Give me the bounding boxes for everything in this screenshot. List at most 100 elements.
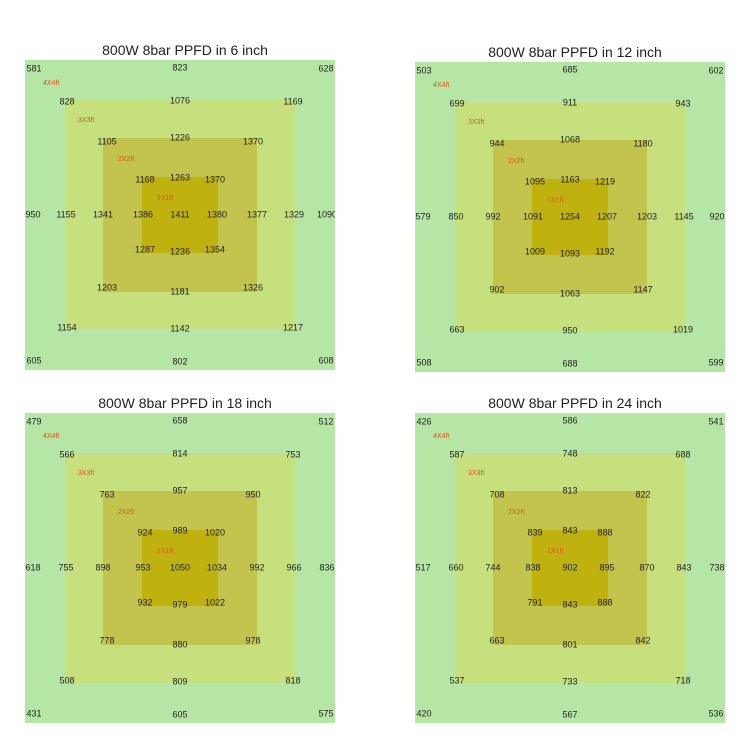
ppfd-value: 479 bbox=[26, 416, 41, 426]
ppfd-center-value: 1050 bbox=[170, 562, 190, 572]
ppfd-value: 801 bbox=[562, 639, 577, 649]
chart-title: 800W 8bar PPFD in 24 inch bbox=[488, 395, 662, 411]
ppfd-value: 870 bbox=[639, 562, 654, 572]
ppfd-value: 536 bbox=[708, 708, 723, 718]
ppfd-value: 888 bbox=[597, 597, 612, 607]
zone-label: 1X1ft bbox=[547, 197, 563, 204]
ppfd-value: 503 bbox=[416, 65, 431, 75]
ppfd-value: 1370 bbox=[243, 136, 263, 146]
ppfd-value: 1068 bbox=[560, 134, 580, 144]
ppfd-value: 733 bbox=[562, 676, 577, 686]
ppfd-center-value: 1254 bbox=[560, 211, 580, 221]
ppfd-value: 537 bbox=[449, 675, 464, 685]
ppfd-value: 587 bbox=[449, 449, 464, 459]
ppfd-value: 1154 bbox=[57, 322, 76, 332]
zone-label: 2X2ft bbox=[508, 509, 524, 516]
ppfd-value: 1226 bbox=[170, 132, 190, 142]
ppfd-value: 663 bbox=[449, 324, 464, 334]
ppfd-value: 932 bbox=[137, 597, 152, 607]
ppfd-value: 1326 bbox=[243, 282, 263, 292]
ppfd-value: 708 bbox=[489, 489, 504, 499]
ppfd-value: 1386 bbox=[133, 209, 153, 219]
ppfd-value: 431 bbox=[26, 708, 41, 718]
ppfd-value: 660 bbox=[448, 562, 463, 572]
ppfd-value: 943 bbox=[675, 98, 690, 108]
ppfd-value: 608 bbox=[318, 355, 333, 365]
ppfd-value: 1105 bbox=[97, 136, 116, 146]
ppfd-value: 898 bbox=[95, 562, 110, 572]
ppfd-value: 1063 bbox=[560, 288, 580, 298]
ppfd-value: 602 bbox=[708, 65, 723, 75]
ppfd-plot: 4X4ft 3X3ft 2X2ft 1X1ft 581 628 605 608 823 802 95… bbox=[25, 60, 335, 370]
zone-label: 3X3ft bbox=[468, 470, 484, 477]
ppfd-value: 699 bbox=[449, 98, 464, 108]
ppfd-value: 850 bbox=[448, 211, 463, 221]
zone-label: 4X4ft bbox=[43, 433, 59, 440]
ppfd-chart-6-inch: 800W 8bar PPFD in 6 inch 4X4ft 3X3ft 2X2ft… bbox=[25, 40, 345, 392]
ppfd-value: 843 bbox=[676, 562, 691, 572]
zone-label: 3X3ft bbox=[78, 117, 94, 124]
ppfd-value: 1163 bbox=[560, 174, 579, 184]
zone-label: 1X1ft bbox=[547, 548, 563, 555]
zone-label: 2X2ft bbox=[118, 156, 134, 163]
ppfd-value: 1217 bbox=[283, 322, 303, 332]
ppfd-value: 979 bbox=[172, 599, 187, 609]
ppfd-value: 950 bbox=[245, 489, 260, 499]
ppfd-value: 1095 bbox=[525, 176, 545, 186]
zone-label: 1X1ft bbox=[157, 195, 173, 202]
ppfd-plot: 4X4ft 3X3ft 2X2ft 1X1ft 503 602 508 599 685 688 57… bbox=[415, 62, 725, 372]
ppfd-value: 992 bbox=[485, 211, 500, 221]
ppfd-value: 902 bbox=[489, 284, 504, 294]
ppfd-chart-18-inch: 800W 8bar PPFD in 18 inch 4X4ft 3X3ft 2X2f… bbox=[25, 393, 345, 745]
zone-label: 2X2ft bbox=[118, 509, 134, 516]
zone-1x1ft-area bbox=[142, 530, 218, 606]
ppfd-value: 888 bbox=[597, 527, 612, 537]
ppfd-value: 688 bbox=[675, 449, 690, 459]
ppfd-value: 763 bbox=[99, 489, 114, 499]
ppfd-value: 1287 bbox=[135, 244, 155, 254]
ppfd-value: 1263 bbox=[170, 172, 190, 182]
ppfd-value: 753 bbox=[285, 449, 300, 459]
ppfd-value: 791 bbox=[527, 597, 542, 607]
ppfd-value: 950 bbox=[562, 325, 577, 335]
ppfd-value: 978 bbox=[245, 635, 260, 645]
ppfd-value: 1168 bbox=[135, 174, 154, 184]
ppfd-value: 748 bbox=[562, 448, 577, 458]
zone-1x1ft-area bbox=[532, 179, 608, 255]
ppfd-value: 1142 bbox=[170, 323, 189, 333]
ppfd-value: 1377 bbox=[247, 209, 267, 219]
ppfd-value: 628 bbox=[318, 63, 333, 73]
ppfd-value: 1370 bbox=[205, 174, 225, 184]
ppfd-value: 838 bbox=[525, 562, 540, 572]
ppfd-value: 688 bbox=[562, 358, 577, 368]
ppfd-value: 1203 bbox=[637, 211, 657, 221]
ppfd-value: 1076 bbox=[170, 95, 190, 105]
ppfd-value: 957 bbox=[172, 485, 187, 495]
ppfd-value: 1090 bbox=[317, 209, 335, 219]
ppfd-value: 1192 bbox=[595, 246, 614, 256]
ppfd-value: 814 bbox=[172, 448, 187, 458]
ppfd-value: 1034 bbox=[207, 562, 227, 572]
ppfd-value: 823 bbox=[172, 62, 187, 72]
ppfd-value: 566 bbox=[59, 449, 74, 459]
ppfd-value: 579 bbox=[415, 211, 430, 221]
zone-label: 4X4ft bbox=[433, 433, 449, 440]
chart-title: 800W 8bar PPFD in 6 inch bbox=[102, 42, 268, 58]
ppfd-value: 895 bbox=[599, 562, 614, 572]
ppfd-chart-24-inch: 800W 8bar PPFD in 24 inch 4X4ft 3X3ft 2X2f… bbox=[415, 393, 735, 745]
ppfd-value: 567 bbox=[562, 709, 577, 719]
ppfd-value: 992 bbox=[249, 562, 264, 572]
ppfd-value: 966 bbox=[286, 562, 301, 572]
ppfd-value: 1236 bbox=[170, 246, 190, 256]
ppfd-value: 1354 bbox=[205, 244, 225, 254]
ppfd-value: 1180 bbox=[633, 138, 652, 148]
ppfd-value: 1341 bbox=[93, 209, 113, 219]
ppfd-value: 1020 bbox=[205, 527, 225, 537]
ppfd-value: 842 bbox=[635, 635, 650, 645]
ppfd-value: 586 bbox=[562, 415, 577, 425]
ppfd-value: 1155 bbox=[56, 209, 75, 219]
ppfd-value: 605 bbox=[26, 355, 41, 365]
ppfd-value: 517 bbox=[415, 562, 430, 572]
ppfd-value: 813 bbox=[562, 485, 577, 495]
zone-label: 4X4ft bbox=[43, 80, 59, 87]
